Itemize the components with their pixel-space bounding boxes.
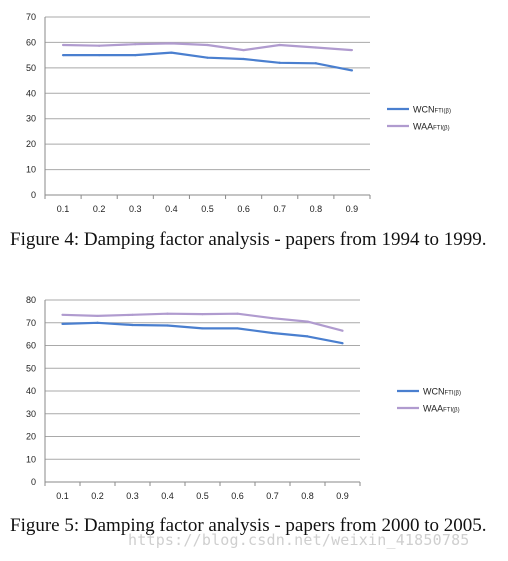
data-point-wcn: [131, 323, 134, 327]
x-tick-label: 0.3: [126, 491, 139, 501]
x-tick-label: 0.7: [266, 491, 279, 501]
data-point-waa: [242, 48, 245, 52]
data-point-wcn: [242, 57, 245, 61]
data-point-waa: [314, 46, 317, 49]
x-tick-label: 0.7: [273, 204, 286, 214]
x-tick-label: 0.4: [165, 204, 178, 214]
data-point-waa: [341, 329, 344, 332]
y-tick-label: 50: [26, 63, 36, 73]
y-tick-label: 60: [26, 341, 36, 351]
data-point-wcn: [96, 321, 99, 324]
data-point-waa: [236, 312, 239, 315]
data-point-wcn: [98, 54, 101, 57]
data-point-waa: [206, 43, 209, 47]
data-point-wcn: [166, 324, 169, 327]
y-tick-label: 30: [26, 114, 36, 124]
chart-damping-2000-2005: 0 10 20 30 40 50 60 70 80 0.1 0.2 0.3 0.4 0.5 0.6 0.7 0.…: [26, 295, 461, 501]
x-tick-label: 0.4: [161, 491, 174, 501]
legend-label-wcn: WCNFTI(β): [423, 387, 461, 397]
data-point-wcn: [170, 51, 173, 54]
x-tick-label: 0.2: [93, 204, 106, 214]
legend-label-waa: WAAFTI(β): [423, 404, 460, 414]
y-tick-label: 20: [26, 139, 36, 149]
y-tick-label: 0: [31, 477, 36, 487]
watermark: https://blog.csdn.net/weixin_41850785: [128, 531, 470, 549]
data-point-waa: [201, 313, 204, 316]
data-point-waa: [271, 317, 274, 320]
data-point-waa: [306, 320, 309, 323]
y-tick-label: 10: [26, 454, 36, 464]
series-line-wcn: [62, 321, 343, 345]
y-tick-label: 70: [26, 318, 36, 328]
x-tick-label: 0.5: [196, 491, 209, 501]
y-tick-label: 60: [26, 37, 36, 47]
data-point-wcn: [206, 56, 209, 59]
y-tick-label: 40: [26, 88, 36, 98]
figure-5-caption: Figure 5: Damping factor analysis - pape…: [10, 515, 487, 536]
y-tick-label: 20: [26, 432, 36, 442]
data-point-waa: [134, 43, 137, 46]
data-point-waa: [98, 44, 101, 47]
y-tick-label: 0: [31, 190, 36, 200]
y-tick-label: 40: [26, 386, 36, 396]
data-point-wcn: [201, 327, 204, 330]
data-point-waa: [96, 314, 99, 318]
x-tick-label: 0.1: [57, 204, 70, 214]
y-tick-label: 70: [26, 12, 36, 22]
x-tick-label: 0.9: [336, 491, 349, 501]
data-point-wcn: [278, 61, 281, 64]
y-tick-label: 10: [26, 165, 36, 175]
legend-label-wcn: WCNFTI(β): [413, 105, 451, 115]
y-tick-label: 50: [26, 363, 36, 373]
data-point-waa: [131, 313, 134, 316]
data-point-wcn: [314, 62, 317, 65]
x-tick-label: 0.8: [310, 204, 323, 214]
data-point-wcn: [306, 335, 309, 338]
figure-4-caption: Figure 4: Damping factor analysis - pape…: [10, 229, 487, 250]
x-tick-label: 0.8: [301, 491, 314, 501]
data-point-wcn: [350, 69, 354, 72]
x-tick-label: 0.6: [231, 491, 244, 501]
x-tick-label: 0.9: [346, 204, 359, 214]
x-tick-label: 0.2: [91, 491, 104, 501]
x-tick-label: 0.5: [201, 204, 214, 214]
data-point-wcn: [61, 54, 65, 57]
data-point-wcn: [341, 342, 344, 345]
data-point-wcn: [236, 327, 239, 330]
data-point-wcn: [271, 331, 274, 335]
x-tick-label: 0.3: [129, 204, 142, 214]
data-point-waa: [61, 43, 65, 47]
data-point-waa: [61, 313, 64, 316]
data-point-wcn: [134, 54, 137, 57]
y-tick-label: 30: [26, 409, 36, 419]
data-point-waa: [350, 48, 354, 52]
data-point-waa: [278, 43, 281, 47]
x-tick-label: 0.1: [56, 491, 69, 501]
legend-label-waa: WAAFTI(β): [413, 122, 450, 132]
data-point-waa: [170, 42, 173, 45]
y-tick-label: 80: [26, 295, 36, 305]
data-point-waa: [166, 312, 169, 315]
data-point-wcn: [61, 322, 64, 325]
x-tick-label: 0.6: [237, 204, 250, 214]
chart-damping-1994-1999: 0 10 20 30 40 50 60 70 0.1 0.2 0.3 0.4 0.5 0.6 0.7 0.8 0…: [26, 12, 451, 214]
